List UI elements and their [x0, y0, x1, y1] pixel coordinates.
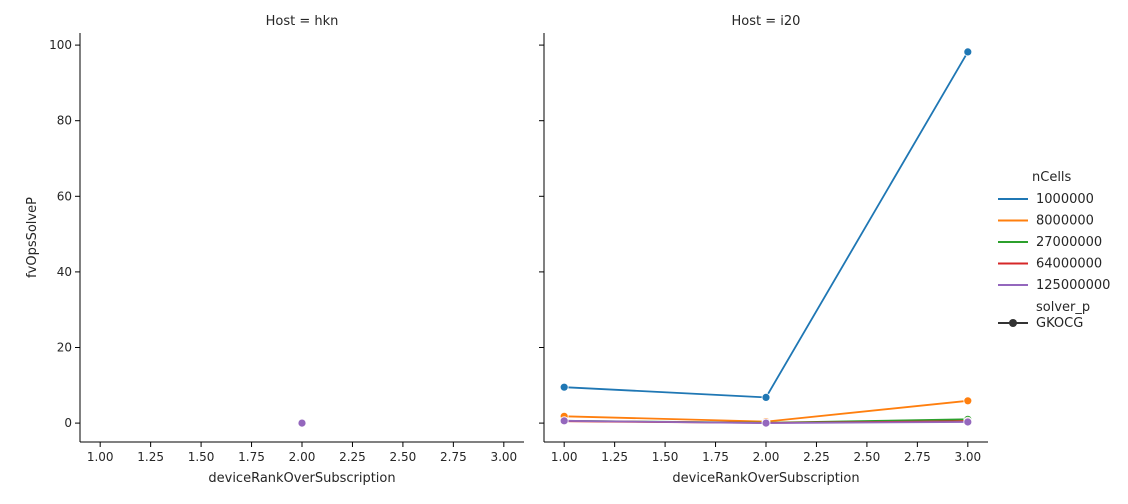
panel-title: Host = i20 — [732, 14, 801, 29]
y-axis-label: fvOpsSolveP — [25, 197, 40, 278]
x-axis-label: deviceRankOverSubscription — [208, 471, 395, 486]
panel-title: Host = hkn — [266, 14, 339, 29]
x-tick-label: 1.25 — [601, 450, 628, 464]
x-tick-label: 2.50 — [390, 450, 417, 464]
legend-label-1000000: 1000000 — [1036, 192, 1094, 207]
data-point-125000000 — [963, 417, 973, 427]
legend-label-8000000: 8000000 — [1036, 214, 1094, 229]
y-tick-label: 0 — [64, 416, 72, 430]
y-tick-label: 60 — [57, 189, 72, 203]
x-tick-label: 2.00 — [753, 450, 780, 464]
x-tick-label: 1.75 — [702, 450, 729, 464]
data-point-1000000 — [559, 382, 569, 392]
x-tick-label: 1.50 — [652, 450, 679, 464]
data-point-8000000 — [963, 396, 973, 406]
x-axis-label: deviceRankOverSubscription — [672, 471, 859, 486]
y-tick-label: 80 — [57, 114, 72, 128]
data-point-125000000 — [559, 416, 569, 426]
x-tick-label: 1.00 — [551, 450, 578, 464]
x-tick-label: 2.75 — [440, 450, 467, 464]
legend-title-solver: solver_p — [1036, 300, 1090, 315]
legend-label-64000000: 64000000 — [1036, 257, 1102, 272]
data-point-125000000 — [761, 418, 771, 428]
x-tick-label: 3.00 — [954, 450, 981, 464]
y-tick-label: 100 — [49, 38, 72, 52]
legend-label-gkocg: GKOCG — [1036, 316, 1083, 331]
y-tick-label: 20 — [57, 340, 72, 354]
data-point-1000000 — [963, 47, 973, 57]
x-tick-label: 1.00 — [87, 450, 114, 464]
x-tick-label: 2.75 — [904, 450, 931, 464]
x-tick-label: 1.50 — [188, 450, 215, 464]
data-point-1000000 — [761, 392, 771, 402]
x-tick-label: 1.25 — [137, 450, 164, 464]
data-point-125000000 — [297, 418, 307, 428]
legend-title-ncells: nCells — [1032, 170, 1072, 185]
x-tick-label: 1.75 — [238, 450, 265, 464]
y-tick-label: 40 — [57, 265, 72, 279]
legend-label-125000000: 125000000 — [1036, 278, 1110, 293]
x-tick-label: 2.25 — [803, 450, 830, 464]
x-tick-label: 3.00 — [490, 450, 517, 464]
x-tick-label: 2.50 — [854, 450, 881, 464]
legend-style-marker — [1009, 319, 1017, 327]
legend-label-27000000: 27000000 — [1036, 235, 1102, 250]
x-tick-label: 2.00 — [289, 450, 316, 464]
series-line-1000000 — [564, 51, 969, 399]
x-tick-label: 2.25 — [339, 450, 366, 464]
